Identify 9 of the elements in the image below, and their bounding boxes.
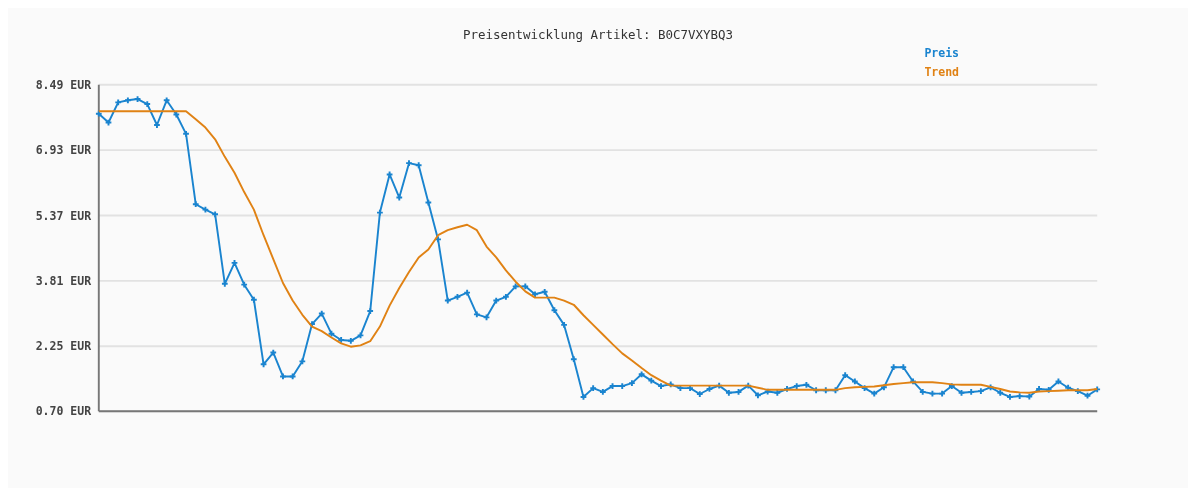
y-tick-label: 3.81 EUR: [35, 273, 92, 288]
y-tick-label: 5.37 EUR: [35, 208, 92, 223]
text: Preis: [924, 45, 960, 60]
y-tick-label: 2.25 EUR: [35, 339, 92, 354]
chart-title: Preisentwicklung Artikel: B0C7VXYBQ3: [462, 26, 734, 42]
y-tick-label: 8.49 EUR: [35, 77, 92, 92]
text: Trend: [924, 65, 960, 80]
y-tick-label: 6.93 EUR: [35, 143, 92, 158]
y-tick-label: 0.70 EUR: [35, 404, 92, 419]
